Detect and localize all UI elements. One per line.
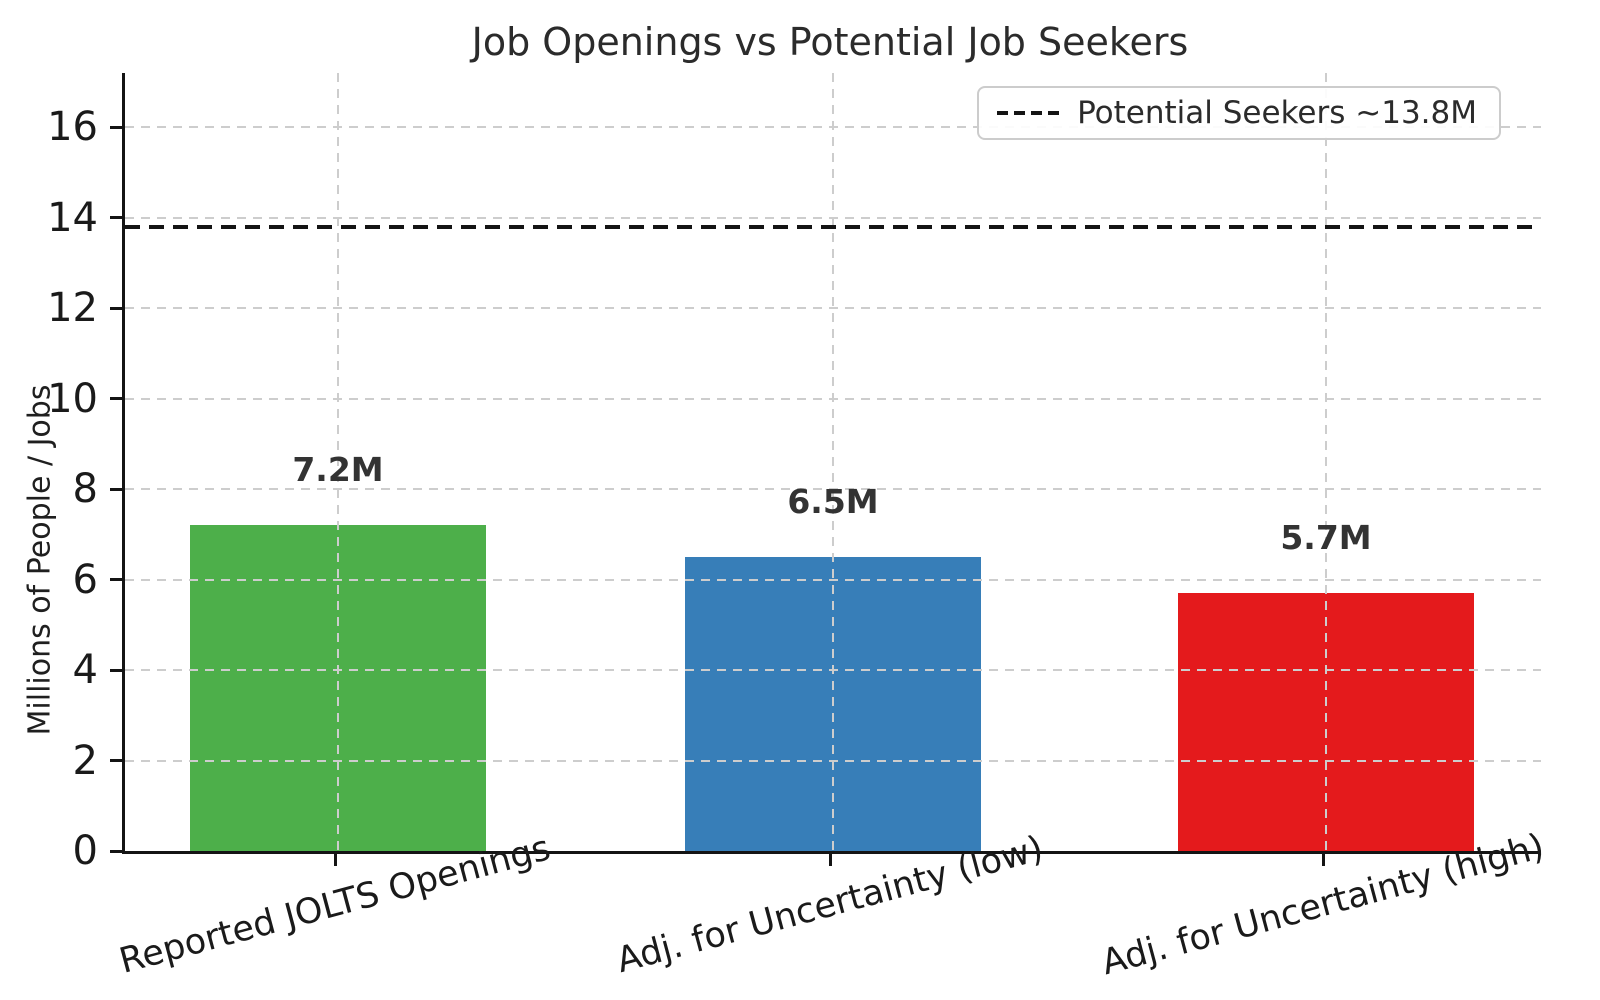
y-tick-mark [110, 216, 122, 220]
y-tick-mark [110, 849, 122, 853]
y-tick-label: 16 [47, 104, 98, 151]
x-tick-mark [333, 854, 337, 866]
chart-title: Job Openings vs Potential Job Seekers [471, 20, 1189, 64]
legend: Potential Seekers ~13.8M [977, 86, 1501, 140]
y-tick-mark [110, 487, 122, 491]
y-tick-label: 12 [47, 285, 98, 332]
x-tick-mark [1321, 854, 1325, 866]
reference-line [125, 224, 1541, 229]
legend-label: Potential Seekers ~13.8M [1077, 95, 1477, 131]
y-tick-mark [110, 578, 122, 582]
y-tick-label: 4 [72, 647, 98, 694]
dashed-line-icon [997, 111, 1060, 115]
y-tick-label: 2 [72, 737, 98, 784]
y-tick-mark [110, 397, 122, 401]
bar-value-label: 5.7M [1280, 518, 1372, 558]
gridline-v [1325, 73, 1327, 851]
y-tick-mark [110, 125, 122, 129]
x-tick-mark [828, 854, 832, 866]
y-tick-mark [110, 668, 122, 672]
y-tick-mark [110, 759, 122, 763]
gridline-v [337, 73, 339, 851]
gridline-v [832, 73, 834, 851]
y-tick-label: 10 [47, 375, 98, 422]
y-tick-label: 8 [72, 466, 98, 513]
bar-value-label: 7.2M [292, 450, 384, 490]
y-tick-label: 14 [47, 194, 98, 241]
bar-value-label: 6.5M [787, 481, 879, 521]
plot-area: 7.2M 6.5M 5.7M Potential Seekers ~13.8M [122, 73, 1541, 854]
y-tick-label: 6 [72, 556, 98, 603]
y-tick-label: 0 [72, 828, 98, 874]
y-tick-mark [110, 306, 122, 310]
